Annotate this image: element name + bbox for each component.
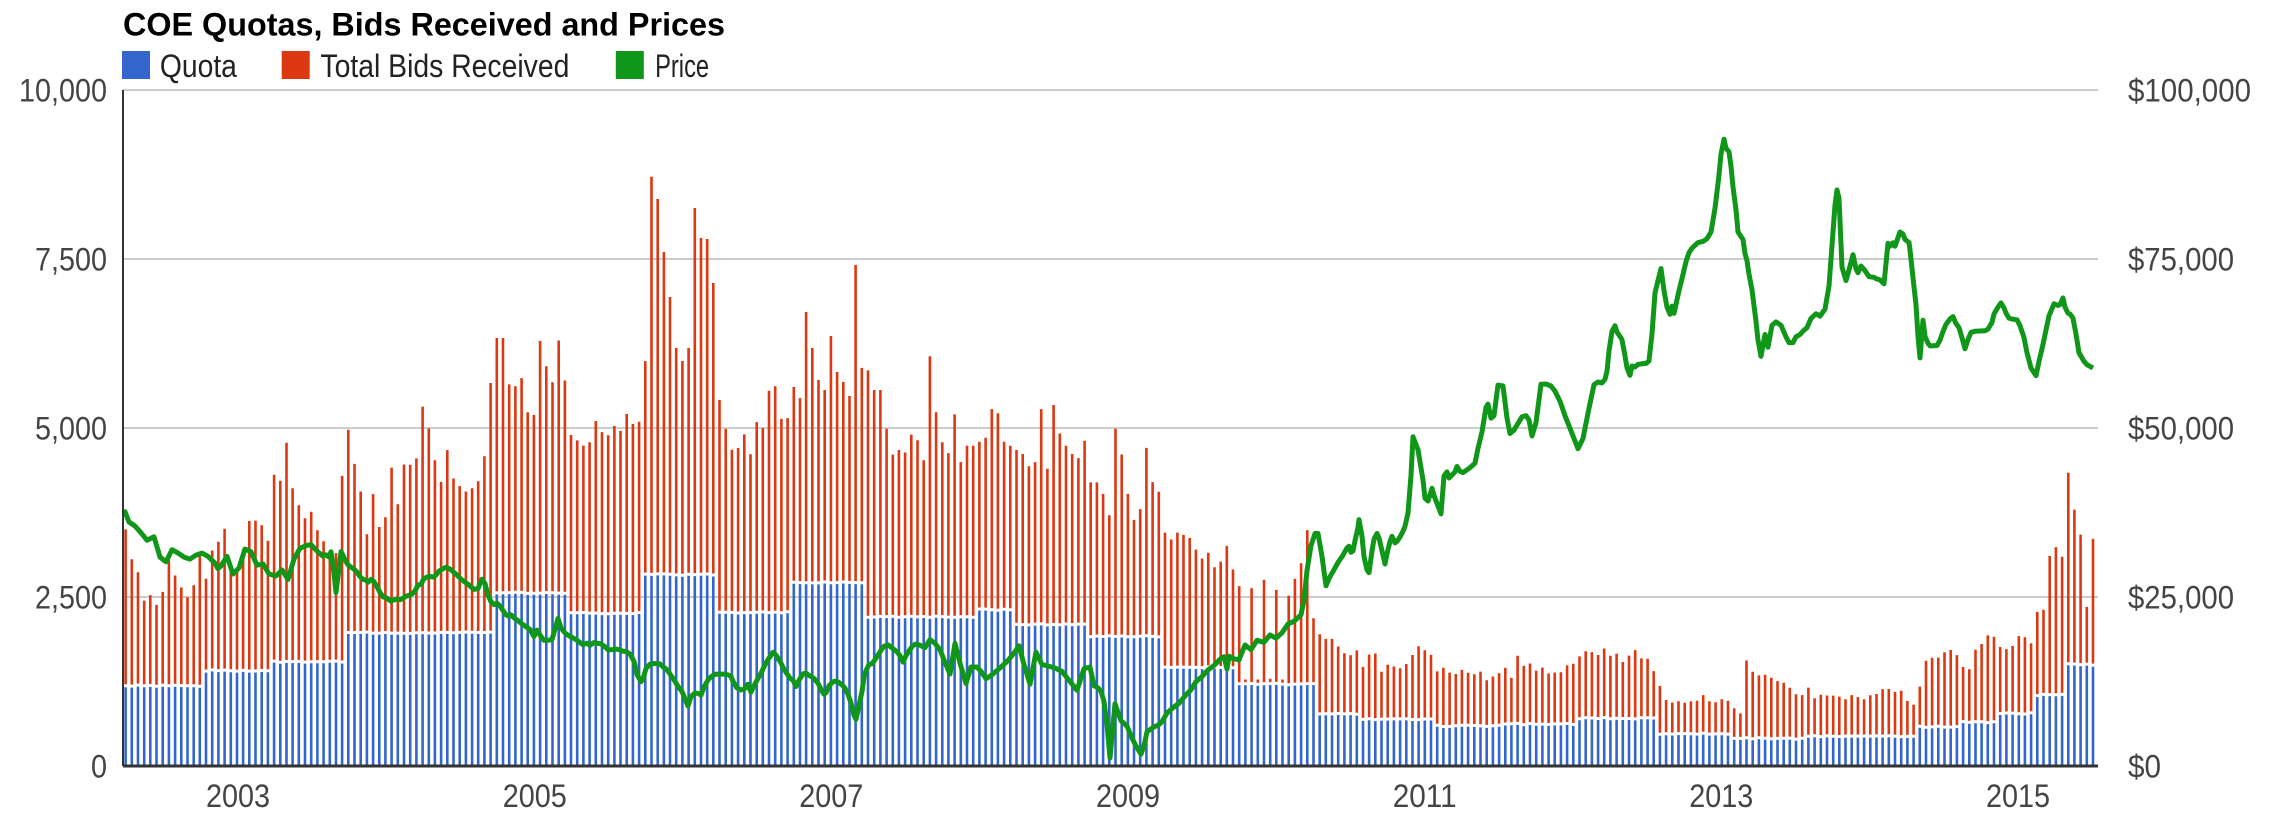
svg-text:10,000: 10,000 xyxy=(19,73,107,109)
svg-text:5,000: 5,000 xyxy=(35,411,107,447)
svg-text:2015: 2015 xyxy=(1986,778,2050,814)
svg-text:2009: 2009 xyxy=(1096,778,1160,814)
svg-text:$25,000: $25,000 xyxy=(2128,580,2234,616)
svg-text:Quota: Quota xyxy=(160,48,237,84)
svg-text:2003: 2003 xyxy=(206,778,270,814)
svg-text:2,500: 2,500 xyxy=(35,580,107,616)
svg-text:Price: Price xyxy=(655,48,709,84)
svg-text:$100,000: $100,000 xyxy=(2128,73,2251,109)
svg-text:2011: 2011 xyxy=(1393,778,1457,814)
svg-text:$50,000: $50,000 xyxy=(2128,411,2234,447)
svg-text:Total Bids Received: Total Bids Received xyxy=(320,48,569,84)
svg-text:$0: $0 xyxy=(2128,749,2161,785)
svg-text:2005: 2005 xyxy=(503,778,567,814)
svg-text:2007: 2007 xyxy=(799,778,863,814)
svg-text:$75,000: $75,000 xyxy=(2128,242,2234,278)
svg-text:COE Quotas, Bids Received and: COE Quotas, Bids Received and Prices xyxy=(123,6,725,42)
svg-text:2013: 2013 xyxy=(1689,778,1753,814)
svg-text:7,500: 7,500 xyxy=(35,242,107,278)
svg-text:0: 0 xyxy=(91,749,107,785)
